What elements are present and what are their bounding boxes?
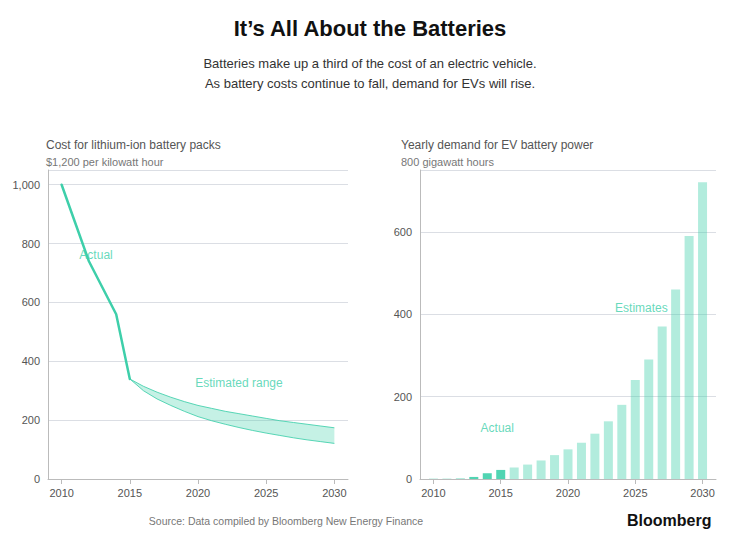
svg-text:Bloomberg: Bloomberg (627, 512, 711, 529)
svg-text:2010: 2010 (421, 487, 445, 499)
svg-text:2020: 2020 (556, 487, 580, 499)
svg-text:600: 600 (394, 226, 412, 238)
svg-text:2020: 2020 (186, 487, 210, 499)
svg-text:Cost for lithium-ion battery p: Cost for lithium-ion battery packs (46, 138, 221, 152)
svg-text:2030: 2030 (322, 487, 346, 499)
svg-text:2030: 2030 (690, 487, 714, 499)
svg-text:Estimated range: Estimated range (195, 376, 283, 390)
svg-text:2025: 2025 (254, 487, 278, 499)
svg-text:Estimates: Estimates (615, 301, 668, 315)
svg-text:0: 0 (406, 473, 412, 485)
svg-text:400: 400 (22, 355, 40, 367)
svg-text:2025: 2025 (623, 487, 647, 499)
svg-text:Actual: Actual (79, 248, 113, 263)
svg-text:It’s All About the Batteries: It’s All About the Batteries (234, 16, 507, 41)
svg-text:600: 600 (22, 296, 40, 308)
svg-text:1,000: 1,000 (12, 179, 40, 191)
svg-text:2015: 2015 (118, 487, 142, 499)
svg-text:800: 800 (22, 238, 40, 250)
svg-text:As battery costs continue to f: As battery costs continue to fall, deman… (205, 76, 535, 91)
svg-text:Source: Data compiled by Bloom: Source: Data compiled by Bloomberg New E… (149, 515, 423, 527)
svg-text:0: 0 (34, 473, 40, 485)
svg-text:Yearly demand for EV battery p: Yearly demand for EV battery power (401, 138, 593, 152)
svg-text:800 gigawatt hours: 800 gigawatt hours (401, 156, 494, 168)
svg-text:2015: 2015 (488, 487, 512, 499)
svg-text:Actual: Actual (481, 421, 514, 435)
svg-text:Batteries make up a third of t: Batteries make up a third of the cost of… (203, 56, 536, 71)
svg-text:$1,200 per kilowatt hour: $1,200 per kilowatt hour (46, 156, 164, 168)
svg-text:400: 400 (394, 308, 412, 320)
svg-text:2010: 2010 (49, 487, 73, 499)
svg-text:200: 200 (22, 414, 40, 426)
svg-text:200: 200 (394, 391, 412, 403)
